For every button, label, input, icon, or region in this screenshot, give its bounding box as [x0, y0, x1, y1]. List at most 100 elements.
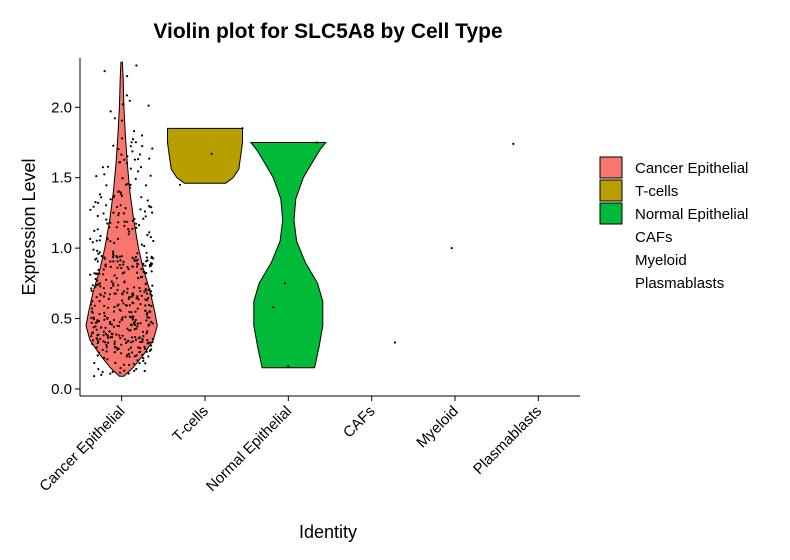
jitter-point [140, 196, 143, 199]
jitter-point [123, 338, 127, 341]
y-tick-label: 2.0 [51, 99, 72, 116]
jitter-point [122, 290, 125, 293]
jitter-point [137, 346, 140, 349]
x-tick-label: CAFs [340, 403, 379, 442]
jitter-point [127, 228, 130, 231]
jitter-point [142, 217, 145, 220]
jitter-point [94, 285, 97, 288]
jitter-point [133, 369, 136, 372]
jitter-point [125, 183, 128, 186]
jitter-point [131, 150, 134, 153]
jitter-point [127, 339, 130, 342]
jitter-point [114, 361, 117, 364]
jitter-point [106, 316, 109, 319]
jitter-point [103, 257, 106, 260]
plot-area [85, 61, 515, 378]
jitter-point [150, 206, 153, 209]
jitter-point [102, 287, 105, 290]
jitter-point [123, 281, 126, 284]
jitter-point [92, 326, 95, 329]
jitter-point [106, 358, 109, 361]
jitter-point [109, 198, 112, 201]
jitter-point [129, 341, 132, 344]
jitter-point [96, 338, 99, 341]
jitter-point [143, 290, 146, 293]
jitter-point [135, 367, 138, 371]
jitter-point [122, 363, 126, 366]
jitter-point [287, 365, 290, 368]
jitter-point [133, 217, 136, 221]
jitter-point [100, 373, 103, 376]
jitter-point [105, 350, 108, 353]
jitter-point [140, 243, 143, 246]
jitter-point [128, 310, 131, 314]
jitter-point [132, 322, 135, 325]
jitter-point [124, 304, 127, 307]
jitter-point [133, 355, 136, 358]
jitter-point [132, 362, 135, 365]
jitter-point [138, 153, 142, 156]
jitter-point [131, 340, 134, 343]
jitter-point [109, 265, 112, 268]
jitter-point [112, 319, 115, 322]
jitter-point [142, 270, 145, 273]
jitter-point [103, 314, 106, 317]
jitter-point [134, 255, 137, 259]
x-tick-label: T-cells [169, 403, 212, 446]
violin-t-cells [167, 127, 243, 184]
jitter-point [98, 272, 101, 275]
jitter-point [144, 347, 147, 350]
jitter-point [100, 255, 103, 258]
jitter-point [98, 300, 101, 303]
jitter-point [102, 268, 105, 271]
jitter-point [105, 346, 108, 349]
jitter-point [121, 293, 124, 296]
jitter-point [113, 340, 116, 343]
jitter-point [145, 332, 148, 335]
jitter-point [139, 303, 142, 306]
legend-label: Normal Epithelial [635, 206, 748, 223]
jitter-point [106, 341, 110, 344]
jitter-point [149, 236, 152, 239]
jitter-point [130, 311, 133, 314]
legend-label: T-cells [635, 183, 678, 200]
jitter-point [115, 205, 119, 209]
jitter-point [96, 228, 99, 231]
jitter-point [99, 285, 102, 288]
jitter-point [146, 339, 149, 342]
jitter-point [393, 341, 397, 344]
jitter-point [115, 277, 118, 280]
jitter-point [91, 310, 94, 313]
legend-label: CAFs [635, 229, 673, 246]
jitter-point [91, 307, 94, 310]
jitter-point [122, 212, 125, 215]
jitter-point [108, 226, 111, 229]
jitter-point [135, 259, 138, 262]
jitter-point [113, 194, 116, 197]
jitter-point [151, 147, 154, 150]
jitter-point [91, 342, 94, 345]
jitter-point [106, 306, 110, 309]
jitter-point [133, 320, 136, 324]
jitter-point [151, 341, 154, 344]
jitter-point [92, 205, 95, 208]
jitter-point [143, 345, 146, 349]
jitter-point [116, 237, 120, 240]
jitter-point [104, 341, 107, 344]
jitter-point [113, 117, 116, 120]
jitter-point [118, 255, 121, 258]
jitter-point [131, 219, 134, 222]
jitter-point [112, 144, 115, 147]
jitter-point [109, 110, 112, 113]
y-tick-label: 1.5 [51, 170, 72, 187]
jitter-point [126, 287, 129, 290]
jitter-point [94, 321, 97, 324]
jitter-point [138, 362, 141, 365]
jitter-point [118, 161, 121, 164]
jitter-point [141, 338, 144, 341]
jitter-point [149, 310, 152, 313]
jitter-point [94, 325, 97, 328]
jitter-point [140, 267, 143, 271]
jitter-point [110, 323, 113, 326]
